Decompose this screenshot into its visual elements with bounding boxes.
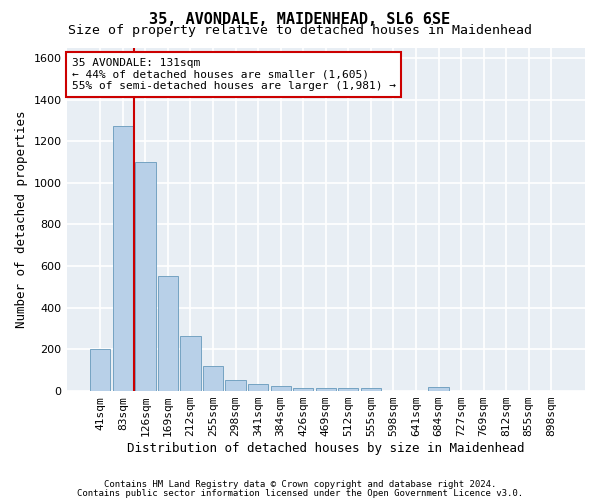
Bar <box>293 388 313 391</box>
Bar <box>181 336 200 391</box>
Bar <box>113 126 133 391</box>
Bar <box>203 366 223 391</box>
Y-axis label: Number of detached properties: Number of detached properties <box>15 110 28 328</box>
Text: 35 AVONDALE: 131sqm
← 44% of detached houses are smaller (1,605)
55% of semi-det: 35 AVONDALE: 131sqm ← 44% of detached ho… <box>72 58 396 91</box>
Bar <box>428 387 449 391</box>
Bar <box>90 350 110 391</box>
Bar <box>271 386 291 391</box>
Text: 35, AVONDALE, MAIDENHEAD, SL6 6SE: 35, AVONDALE, MAIDENHEAD, SL6 6SE <box>149 12 451 28</box>
Bar <box>158 276 178 391</box>
Bar <box>226 380 246 391</box>
Text: Contains public sector information licensed under the Open Government Licence v3: Contains public sector information licen… <box>77 489 523 498</box>
Bar <box>135 162 155 391</box>
Text: Size of property relative to detached houses in Maidenhead: Size of property relative to detached ho… <box>68 24 532 37</box>
Bar <box>316 388 336 391</box>
X-axis label: Distribution of detached houses by size in Maidenhead: Distribution of detached houses by size … <box>127 442 524 455</box>
Bar <box>361 388 381 391</box>
Bar <box>338 388 358 391</box>
Bar <box>248 384 268 391</box>
Text: Contains HM Land Registry data © Crown copyright and database right 2024.: Contains HM Land Registry data © Crown c… <box>104 480 496 489</box>
